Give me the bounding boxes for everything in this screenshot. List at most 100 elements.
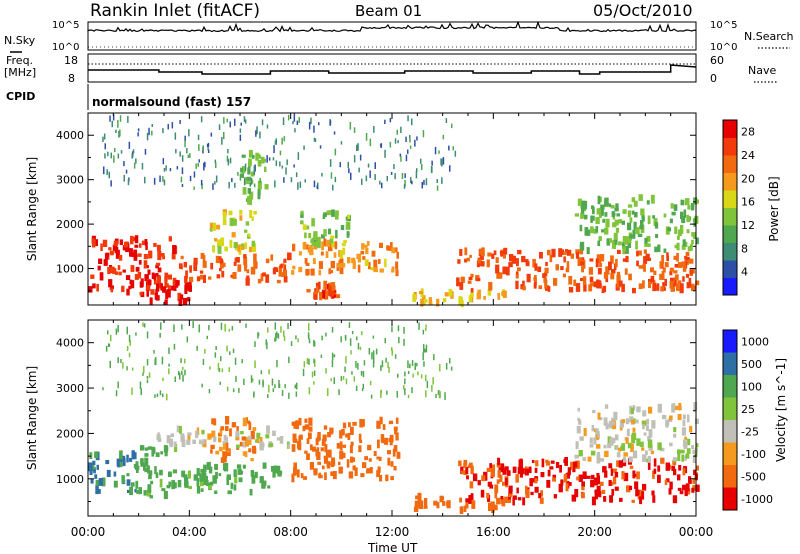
data-cell xyxy=(275,138,277,145)
data-cell xyxy=(415,495,419,500)
data-cell xyxy=(125,275,131,280)
data-cell xyxy=(479,248,483,255)
data-cell xyxy=(565,483,569,492)
data-cell xyxy=(92,283,96,289)
data-cell xyxy=(628,456,633,463)
data-cell xyxy=(119,460,123,468)
data-cell xyxy=(435,393,437,398)
data-cell xyxy=(97,489,101,494)
data-cell xyxy=(635,488,639,497)
data-cell xyxy=(404,378,406,385)
data-cell xyxy=(184,477,189,486)
data-cell xyxy=(187,470,191,479)
data-cell xyxy=(147,279,152,286)
data-cell xyxy=(678,465,682,471)
data-cell xyxy=(218,368,221,372)
data-cell xyxy=(174,444,178,453)
data-cell xyxy=(94,474,98,479)
data-cell xyxy=(184,275,188,284)
data-cell xyxy=(118,130,120,138)
data-cell xyxy=(614,219,619,226)
data-cell xyxy=(237,264,242,272)
data-cell xyxy=(98,478,103,486)
data-cell xyxy=(108,279,113,288)
data-cell xyxy=(608,420,613,429)
data-cell xyxy=(356,144,358,151)
data-cell xyxy=(457,259,461,264)
data-cell xyxy=(521,468,525,475)
data-cell xyxy=(266,124,269,129)
data-cell xyxy=(506,470,511,476)
data-cell xyxy=(148,470,153,476)
data-cell xyxy=(425,178,428,186)
data-cell xyxy=(349,121,352,130)
data-cell xyxy=(380,390,382,398)
data-cell xyxy=(465,503,469,509)
data-cell xyxy=(307,332,310,338)
data-cell xyxy=(422,329,425,335)
data-cell xyxy=(386,390,388,395)
data-cell xyxy=(95,485,99,495)
data-cell xyxy=(249,210,253,218)
data-cell xyxy=(197,162,199,167)
nave-tick-top: 60 xyxy=(710,54,724,67)
data-cell xyxy=(412,373,414,378)
data-cell xyxy=(172,247,176,252)
data-cell xyxy=(220,322,223,330)
data-cell xyxy=(309,462,314,470)
data-cell xyxy=(265,434,270,439)
data-cell xyxy=(608,203,612,208)
data-cell xyxy=(663,248,667,253)
nsky-trace xyxy=(87,20,697,48)
data-cell xyxy=(389,141,392,148)
data-cell xyxy=(321,438,326,445)
data-cell xyxy=(195,430,199,439)
data-cell xyxy=(167,124,169,130)
data-cell xyxy=(671,211,676,216)
data-cell xyxy=(434,146,437,155)
data-cell xyxy=(405,154,408,162)
data-cell xyxy=(237,244,241,252)
data-cell xyxy=(648,278,652,284)
data-cell xyxy=(380,143,383,148)
data-cell xyxy=(233,242,238,249)
data-cell xyxy=(348,168,350,174)
data-cell xyxy=(96,283,99,292)
data-cell xyxy=(134,235,139,244)
data-cell xyxy=(366,241,370,246)
colorbar-frame xyxy=(722,329,738,511)
data-cell xyxy=(112,244,118,251)
data-cell xyxy=(187,434,191,441)
data-cell xyxy=(329,289,334,297)
data-cell xyxy=(228,181,230,189)
data-cell xyxy=(346,231,350,238)
data-cell xyxy=(282,117,285,125)
data-cell xyxy=(154,394,156,398)
data-cell xyxy=(145,241,148,250)
data-cell xyxy=(545,261,548,267)
data-cell xyxy=(657,474,661,483)
data-cell xyxy=(470,493,474,501)
data-cell xyxy=(433,354,435,361)
data-cell xyxy=(196,276,201,282)
data-cell xyxy=(591,474,595,479)
data-cell xyxy=(648,406,653,414)
data-cell xyxy=(214,238,218,242)
data-cell xyxy=(404,388,406,396)
data-cell xyxy=(563,474,568,483)
data-cell xyxy=(355,361,357,368)
data-cell xyxy=(604,212,608,217)
data-cell xyxy=(312,237,316,247)
data-cell xyxy=(126,326,128,335)
data-cell xyxy=(362,256,366,260)
data-cell xyxy=(604,470,608,478)
data-cell xyxy=(200,179,203,186)
data-cell xyxy=(448,145,450,151)
data-cell xyxy=(299,181,302,188)
data-cell xyxy=(184,358,186,364)
data-cell xyxy=(391,247,396,254)
data-cell xyxy=(511,255,516,264)
data-cell xyxy=(257,180,262,190)
data-cell xyxy=(248,158,252,167)
